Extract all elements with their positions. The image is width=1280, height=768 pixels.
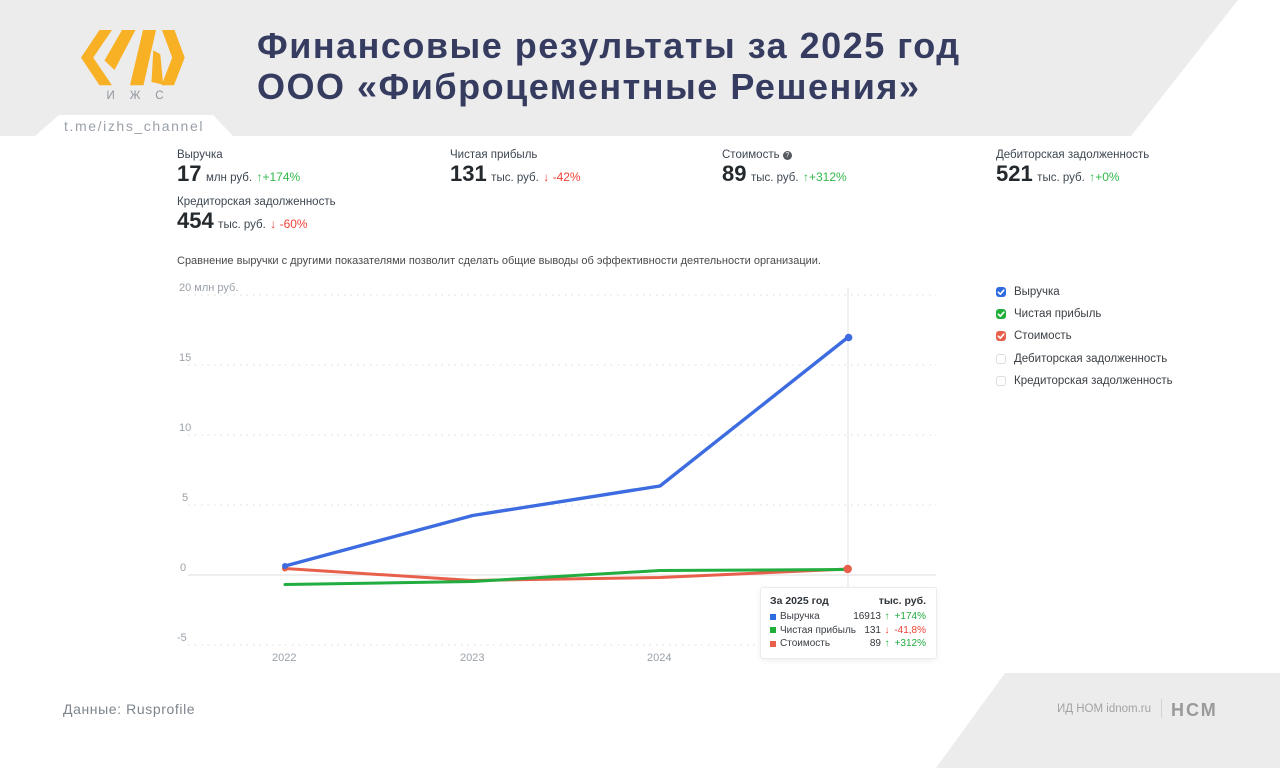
svg-text:-5: -5 bbox=[177, 632, 187, 644]
svg-text:5: 5 bbox=[182, 492, 188, 504]
svg-text:0: 0 bbox=[180, 562, 186, 574]
svg-text:20 млн руб.: 20 млн руб. bbox=[179, 282, 238, 294]
svg-text:15: 15 bbox=[179, 352, 191, 364]
svg-text:2024: 2024 bbox=[647, 652, 671, 664]
svg-text:2023: 2023 bbox=[460, 652, 484, 664]
svg-text:10: 10 bbox=[179, 422, 191, 434]
svg-text:2022: 2022 bbox=[272, 652, 296, 664]
